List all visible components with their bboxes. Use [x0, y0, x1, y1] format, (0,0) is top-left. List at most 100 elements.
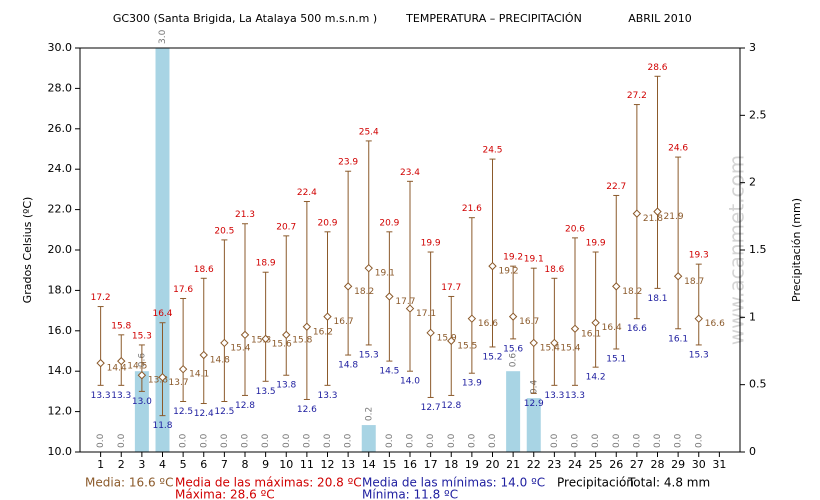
precip-label: 0.0 [344, 433, 354, 448]
x-tick-label: 10 [279, 458, 293, 471]
precip-label: 0.0 [117, 433, 127, 448]
max-label: 17.2 [91, 293, 111, 303]
x-tick-label: 23 [547, 458, 561, 471]
precip-label: 0.6 [509, 353, 519, 368]
precip-label: 0.0 [220, 433, 230, 448]
mean-marker [612, 282, 621, 291]
x-tick-label: 6 [200, 458, 207, 471]
footer-text: Precipitación [557, 476, 634, 490]
min-label: 16.1 [668, 334, 688, 344]
y-tick-label: 22.0 [48, 203, 73, 216]
min-label: 15.6 [503, 344, 523, 354]
y2-tick-label: 1 [749, 310, 756, 323]
mean-label: 17.1 [416, 309, 436, 319]
mean-label: 21.8 [643, 214, 663, 224]
x-tick-label: 14 [362, 458, 376, 471]
max-label: 20.9 [379, 218, 399, 228]
precip-bar [526, 398, 541, 452]
max-label: 16.4 [152, 309, 172, 319]
precip-label: 0.0 [488, 433, 498, 448]
min-label: 13.9 [462, 379, 482, 389]
precip-bar [361, 425, 376, 452]
max-label: 23.9 [338, 158, 358, 168]
x-tick-label: 13 [341, 458, 355, 471]
mean-marker [591, 318, 600, 327]
precip-label: 0.0 [96, 433, 106, 448]
max-label: 17.6 [173, 285, 193, 295]
mean-marker [158, 373, 167, 382]
max-label: 18.9 [256, 259, 276, 269]
x-tick-label: 15 [382, 458, 396, 471]
mean-marker [508, 312, 518, 321]
mean-marker [240, 330, 250, 340]
y2-axis-label: Precipitación (mm) [790, 198, 803, 302]
min-label: 12.6 [297, 405, 317, 415]
footer-text: Máxima: 28.6 ºC [175, 488, 275, 500]
x-tick-label: 8 [242, 458, 249, 471]
mean-label: 15.8 [251, 335, 271, 345]
mean-marker [117, 356, 126, 366]
mean-label: 15.6 [272, 339, 292, 349]
mean-label: 15.5 [457, 341, 477, 351]
mean-marker [570, 324, 580, 333]
mean-label: 13.8 [148, 376, 168, 386]
precip-label: 0.0 [241, 433, 251, 448]
x-tick-label: 20 [486, 458, 500, 471]
mean-label: 15.4 [560, 343, 580, 353]
min-label: 13.5 [256, 387, 276, 397]
x-tick-label: 21 [506, 458, 520, 471]
min-label: 13.0 [132, 397, 152, 407]
mean-label: 14.1 [189, 370, 209, 380]
mean-marker [653, 207, 662, 216]
mean-label: 14.4 [107, 364, 127, 374]
min-label: 15.3 [359, 350, 379, 360]
precip-label: 0.0 [406, 433, 416, 448]
min-label: 11.8 [152, 421, 172, 431]
min-label: 12.5 [173, 407, 193, 417]
mean-label: 14.8 [210, 356, 230, 366]
chart-title: GC300 (Santa Brigida, La Atalaya 500 m.s… [113, 12, 377, 25]
precip-label: 0.0 [674, 433, 684, 448]
precip-label: 0.0 [550, 433, 560, 448]
y2-tick-label: 2 [749, 176, 756, 189]
precip-label: 0.0 [612, 433, 622, 448]
y-tick-label: 24.0 [48, 162, 73, 175]
x-tick-label: 12 [321, 458, 335, 471]
mean-marker [694, 314, 703, 323]
min-label: 13.3 [91, 391, 111, 401]
precip-label: 0.0 [179, 433, 189, 448]
max-label: 24.5 [482, 146, 502, 156]
min-label: 13.3 [317, 391, 337, 401]
min-label: 12.4 [194, 409, 214, 419]
footer-text: Media de las máximas: 20.8 ºC [175, 476, 362, 490]
mean-label: 16.6 [478, 319, 498, 329]
x-tick-label: 16 [403, 458, 417, 471]
max-label: 23.4 [400, 168, 420, 178]
max-label: 15.8 [111, 321, 131, 331]
min-label: 18.1 [647, 294, 667, 304]
x-tick-label: 24 [568, 458, 582, 471]
x-tick-label: 11 [300, 458, 314, 471]
max-label: 20.6 [565, 224, 585, 234]
max-label: 24.6 [668, 144, 688, 154]
mean-label: 14.5 [127, 362, 147, 372]
precip-label: 0.0 [282, 433, 292, 448]
precip-label: 0.0 [694, 433, 704, 448]
mean-marker [673, 272, 683, 281]
mean-marker [632, 209, 642, 218]
mean-marker [529, 338, 538, 348]
max-label: 18.6 [194, 265, 214, 275]
x-tick-label: 9 [262, 458, 269, 471]
precip-label: 0.2 [364, 407, 374, 421]
mean-label: 15.8 [292, 335, 312, 345]
y-tick-label: 18.0 [48, 283, 73, 296]
max-label: 19.3 [689, 251, 709, 261]
precip-bar [506, 371, 521, 452]
min-label: 12.5 [214, 407, 234, 417]
mean-marker [405, 304, 415, 313]
mean-label: 16.7 [519, 317, 539, 327]
max-label: 17.7 [441, 283, 461, 293]
max-label: 21.6 [462, 204, 482, 214]
mean-marker [467, 314, 477, 323]
min-label: 13.3 [111, 391, 131, 401]
